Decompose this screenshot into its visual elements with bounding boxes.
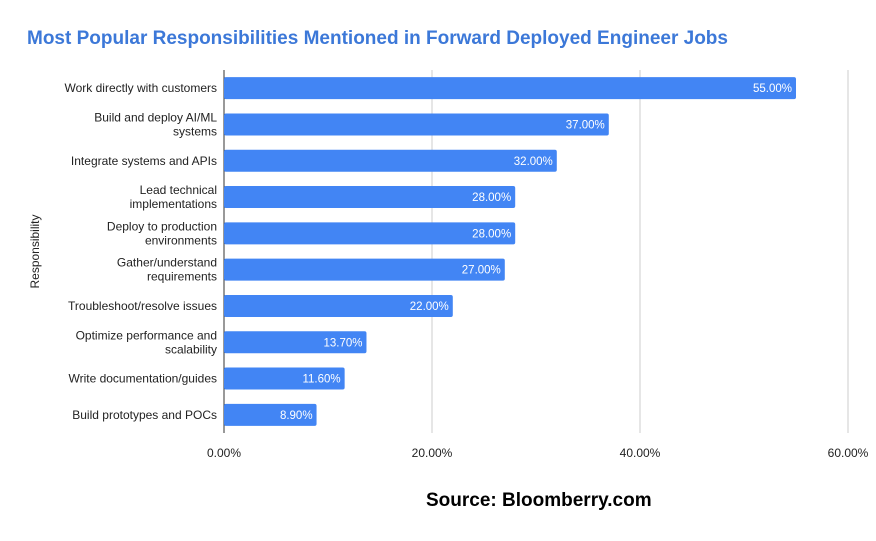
category-label: implementations: [130, 197, 217, 211]
bar-value-label: 55.00%: [753, 83, 792, 95]
category-label: Deploy to production: [107, 219, 217, 233]
bar-value-label: 13.70%: [323, 337, 362, 349]
bar: [224, 258, 505, 281]
x-tick-label: 40.00%: [620, 446, 661, 460]
category-label: environments: [145, 233, 217, 247]
bar: [224, 149, 557, 172]
category-label: scalability: [165, 342, 217, 356]
category-label: requirements: [147, 270, 217, 284]
category-label: Build and deploy AI/ML: [94, 110, 217, 124]
y-axis-title: Responsibility: [28, 214, 42, 288]
category-label: Integrate systems and APIs: [71, 154, 217, 168]
bar: [224, 77, 796, 100]
category-label: Build prototypes and POCs: [72, 408, 217, 422]
bar-value-label: 37.00%: [566, 119, 605, 131]
bar: [224, 367, 345, 390]
bar: [224, 186, 516, 209]
bar-value-label: 11.60%: [302, 374, 340, 386]
bar: [224, 331, 367, 354]
x-tick-label: 0.00%: [207, 446, 241, 460]
category-label: Optimize performance and: [76, 328, 217, 342]
category-label: systems: [173, 124, 217, 138]
category-label: Gather/understand: [117, 256, 217, 270]
x-tick-label: 60.00%: [828, 446, 869, 460]
category-label: Work directly with customers: [65, 81, 217, 95]
bar: [224, 294, 453, 317]
bar-value-label: 28.00%: [472, 192, 511, 204]
bar-value-label: 22.00%: [410, 301, 449, 313]
bar: [224, 403, 317, 426]
bar-value-label: 27.00%: [462, 265, 501, 277]
chart-title: Most Popular Responsibilities Mentioned …: [27, 28, 728, 49]
category-label: Lead technical: [140, 183, 217, 197]
bar-value-label: 8.90%: [280, 410, 313, 422]
bar: [224, 113, 609, 136]
bar-value-label: 32.00%: [514, 156, 553, 168]
category-label: Troubleshoot/resolve issues: [68, 299, 217, 313]
category-label: Write documentation/guides: [68, 372, 217, 386]
bar-value-label: 28.00%: [472, 228, 511, 240]
source-caption: Source: Bloomberry.com: [426, 490, 652, 511]
x-tick-label: 20.00%: [412, 446, 453, 460]
bar: [224, 222, 516, 245]
